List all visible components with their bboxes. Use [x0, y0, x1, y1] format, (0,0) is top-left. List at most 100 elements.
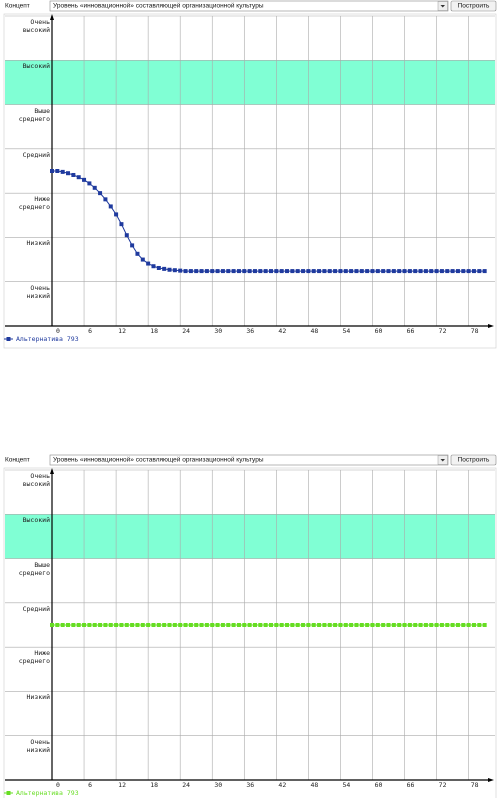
- point: [482, 623, 487, 627]
- concept-select[interactable]: [49, 454, 449, 466]
- point: [204, 623, 209, 627]
- x-tick-label: 72: [439, 781, 447, 789]
- point: [92, 185, 97, 190]
- point: [204, 269, 209, 274]
- x-tick-label: 0: [56, 781, 60, 789]
- point: [151, 623, 156, 627]
- x-tick-label: 36: [246, 327, 254, 335]
- legend-label: Альтернатива 793: [16, 335, 79, 343]
- x-tick-label: 54: [343, 327, 351, 335]
- point: [71, 623, 76, 627]
- highlight-band: [5, 60, 495, 105]
- concept-select[interactable]: [49, 0, 449, 12]
- point: [290, 269, 295, 274]
- point: [381, 269, 386, 274]
- point: [423, 623, 428, 627]
- point: [327, 623, 332, 627]
- point: [156, 623, 161, 627]
- point: [333, 269, 338, 274]
- x-axis-arrow: [488, 324, 494, 328]
- y-tick-label: Выше среднего: [18, 560, 50, 577]
- point: [338, 623, 343, 627]
- y-tick-label: Средний: [22, 604, 50, 613]
- point: [252, 623, 257, 627]
- point: [306, 269, 311, 274]
- point: [82, 177, 87, 182]
- point: [354, 623, 359, 627]
- highlight-band: [5, 514, 495, 559]
- y-tick-label: Очень низкий: [26, 737, 50, 754]
- point: [119, 222, 124, 227]
- point: [290, 623, 295, 627]
- point: [162, 266, 167, 271]
- point: [87, 623, 92, 627]
- point: [140, 257, 145, 262]
- point: [327, 269, 332, 274]
- point: [162, 623, 167, 627]
- point: [322, 269, 327, 274]
- point: [482, 269, 487, 274]
- y-tick-label: Низкий: [26, 239, 50, 248]
- point: [178, 268, 183, 273]
- dropdown-arrow: [440, 459, 445, 462]
- build-button-label: Построить: [458, 3, 490, 10]
- point: [365, 269, 370, 274]
- point: [461, 623, 466, 627]
- x-tick-label: 42: [278, 781, 286, 789]
- point: [434, 269, 439, 274]
- x-tick-label: 24: [182, 781, 190, 789]
- point: [349, 623, 354, 627]
- point: [183, 269, 188, 274]
- point: [445, 623, 450, 627]
- point: [130, 243, 135, 248]
- point: [295, 269, 300, 274]
- point: [210, 269, 215, 274]
- y-tick-label: Ниже среднего: [18, 195, 50, 212]
- point: [247, 623, 252, 627]
- concept-value: Уровень «инновационной» составляющей орг…: [53, 2, 264, 10]
- point: [76, 623, 81, 627]
- point: [317, 623, 322, 627]
- point: [317, 269, 322, 274]
- point: [146, 261, 151, 266]
- x-tick-label: 48: [310, 327, 318, 335]
- point: [311, 623, 316, 627]
- build-button[interactable]: [450, 0, 497, 12]
- point: [461, 269, 466, 274]
- point: [124, 623, 129, 627]
- point: [445, 269, 450, 274]
- point: [397, 623, 402, 627]
- point: [124, 233, 129, 238]
- concept-value: Уровень «инновационной» составляющей орг…: [53, 456, 264, 464]
- point: [354, 269, 359, 274]
- point: [402, 269, 407, 274]
- build-button[interactable]: [450, 454, 497, 466]
- point: [418, 269, 423, 274]
- point: [439, 623, 444, 627]
- point: [423, 269, 428, 274]
- point: [247, 269, 252, 274]
- concept-label: Концепт: [5, 457, 30, 464]
- point: [236, 623, 241, 627]
- point: [333, 623, 338, 627]
- point: [194, 623, 199, 627]
- point: [242, 269, 247, 274]
- point: [263, 269, 268, 274]
- point: [274, 623, 279, 627]
- x-tick-label: 78: [471, 781, 479, 789]
- point: [183, 623, 188, 627]
- point: [359, 623, 364, 627]
- point: [455, 623, 460, 627]
- x-tick-label: 60: [375, 781, 383, 789]
- x-tick-label: 36: [246, 781, 254, 789]
- x-tick-label: 30: [214, 781, 222, 789]
- point: [285, 269, 290, 274]
- point: [220, 623, 225, 627]
- point: [359, 269, 364, 274]
- point: [199, 269, 204, 274]
- point: [98, 623, 103, 627]
- x-tick-label: 18: [150, 781, 158, 789]
- point: [55, 623, 60, 627]
- x-tick-label: 6: [88, 327, 92, 335]
